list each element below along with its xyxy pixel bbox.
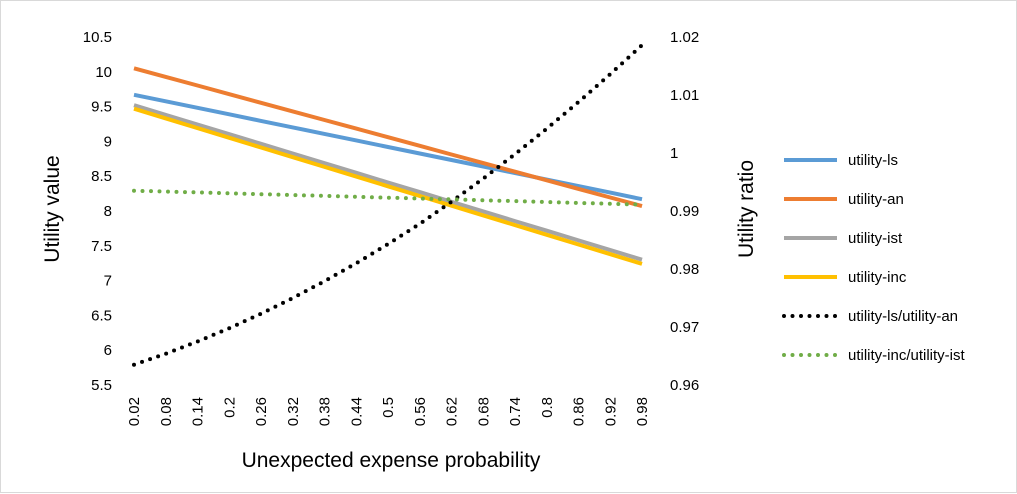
series-line-utility-inc bbox=[133, 106, 643, 266]
x-tick-label: 0.92 bbox=[602, 397, 619, 426]
legend-label: utility-inc/utility-ist bbox=[848, 347, 966, 364]
y-tick-label: 8.5 bbox=[91, 168, 112, 185]
x-tick-label: 0.14 bbox=[190, 397, 207, 426]
y2-tick-label: 0.98 bbox=[670, 261, 699, 278]
y-tick-label: 5.5 bbox=[91, 377, 112, 394]
y-tick-label: 6.5 bbox=[91, 307, 112, 324]
y2-tick-label: 1 bbox=[670, 145, 678, 162]
x-tick-label: 0.8 bbox=[539, 397, 556, 418]
y-tick-label: 7 bbox=[104, 273, 112, 290]
y2-axis-title: Utility ratio bbox=[735, 160, 758, 258]
legend: utility-ls utility-an utility-ist utility-i… bbox=[782, 152, 966, 364]
x-tick-label: 0.44 bbox=[348, 397, 365, 426]
series-line-utility-ist bbox=[133, 103, 643, 262]
x-tick-label: 0.74 bbox=[507, 397, 524, 426]
y2-tick-label: 0.97 bbox=[670, 319, 699, 336]
series-line-utility-ls-utility-an bbox=[132, 43, 644, 367]
x-tick-label: 0.2 bbox=[221, 397, 238, 418]
y-tick-label: 7.5 bbox=[91, 238, 112, 255]
x-tick-label: 0.56 bbox=[412, 397, 429, 426]
y-tick-label: 9.5 bbox=[91, 99, 112, 116]
x-tick-label: 0.86 bbox=[571, 397, 588, 426]
y-tick-label: 10.5 bbox=[83, 29, 112, 46]
x-tick-label: 0.38 bbox=[317, 397, 334, 426]
y2-tick-label: 0.99 bbox=[670, 203, 699, 220]
y-tick-label: 10 bbox=[95, 64, 112, 81]
legend-label: utility-inc bbox=[848, 269, 907, 286]
y-tick-label: 8 bbox=[104, 203, 112, 220]
x-tick-label: 0.68 bbox=[475, 397, 492, 426]
y-axis-title: Utility value bbox=[41, 155, 64, 262]
x-tick-label: 0.32 bbox=[285, 397, 302, 426]
y-axis-right: 0.96 0.97 0.98 0.99 1 1.01 1.02 bbox=[670, 29, 699, 394]
x-axis-title: Unexpected expense probability bbox=[242, 449, 541, 472]
legend-label: utility-ls bbox=[848, 152, 898, 169]
legend-label: utility-ist bbox=[848, 230, 903, 247]
y-tick-label: 9 bbox=[104, 133, 112, 150]
plot-area bbox=[132, 43, 644, 367]
legend-label: utility-an bbox=[848, 191, 904, 208]
y2-tick-label: 1.01 bbox=[670, 87, 699, 104]
x-tick-label: 0.5 bbox=[380, 397, 397, 418]
x-tick-label: 0.08 bbox=[158, 397, 175, 426]
x-tick-label: 0.26 bbox=[253, 397, 270, 426]
x-tick-label: 0.62 bbox=[444, 397, 461, 426]
legend-label: utility-ls/utility-an bbox=[848, 308, 958, 325]
y-axis-left: 5.5 6 6.5 7 7.5 8 8.5 9 9.5 10 10.5 bbox=[83, 29, 112, 394]
x-axis: 0.02 0.08 0.14 0.2 0.26 0.32 0.38 0.44 0.5 0.56 0.… bbox=[126, 397, 651, 426]
y2-tick-label: 1.02 bbox=[670, 29, 699, 46]
y2-tick-label: 0.96 bbox=[670, 377, 699, 394]
x-tick-label: 0.98 bbox=[634, 397, 651, 426]
x-tick-label: 0.02 bbox=[126, 397, 143, 426]
series-line-utility-an bbox=[133, 66, 643, 209]
series-line-utility-inc-utility-ist bbox=[132, 188, 644, 207]
y-tick-label: 6 bbox=[104, 342, 112, 359]
